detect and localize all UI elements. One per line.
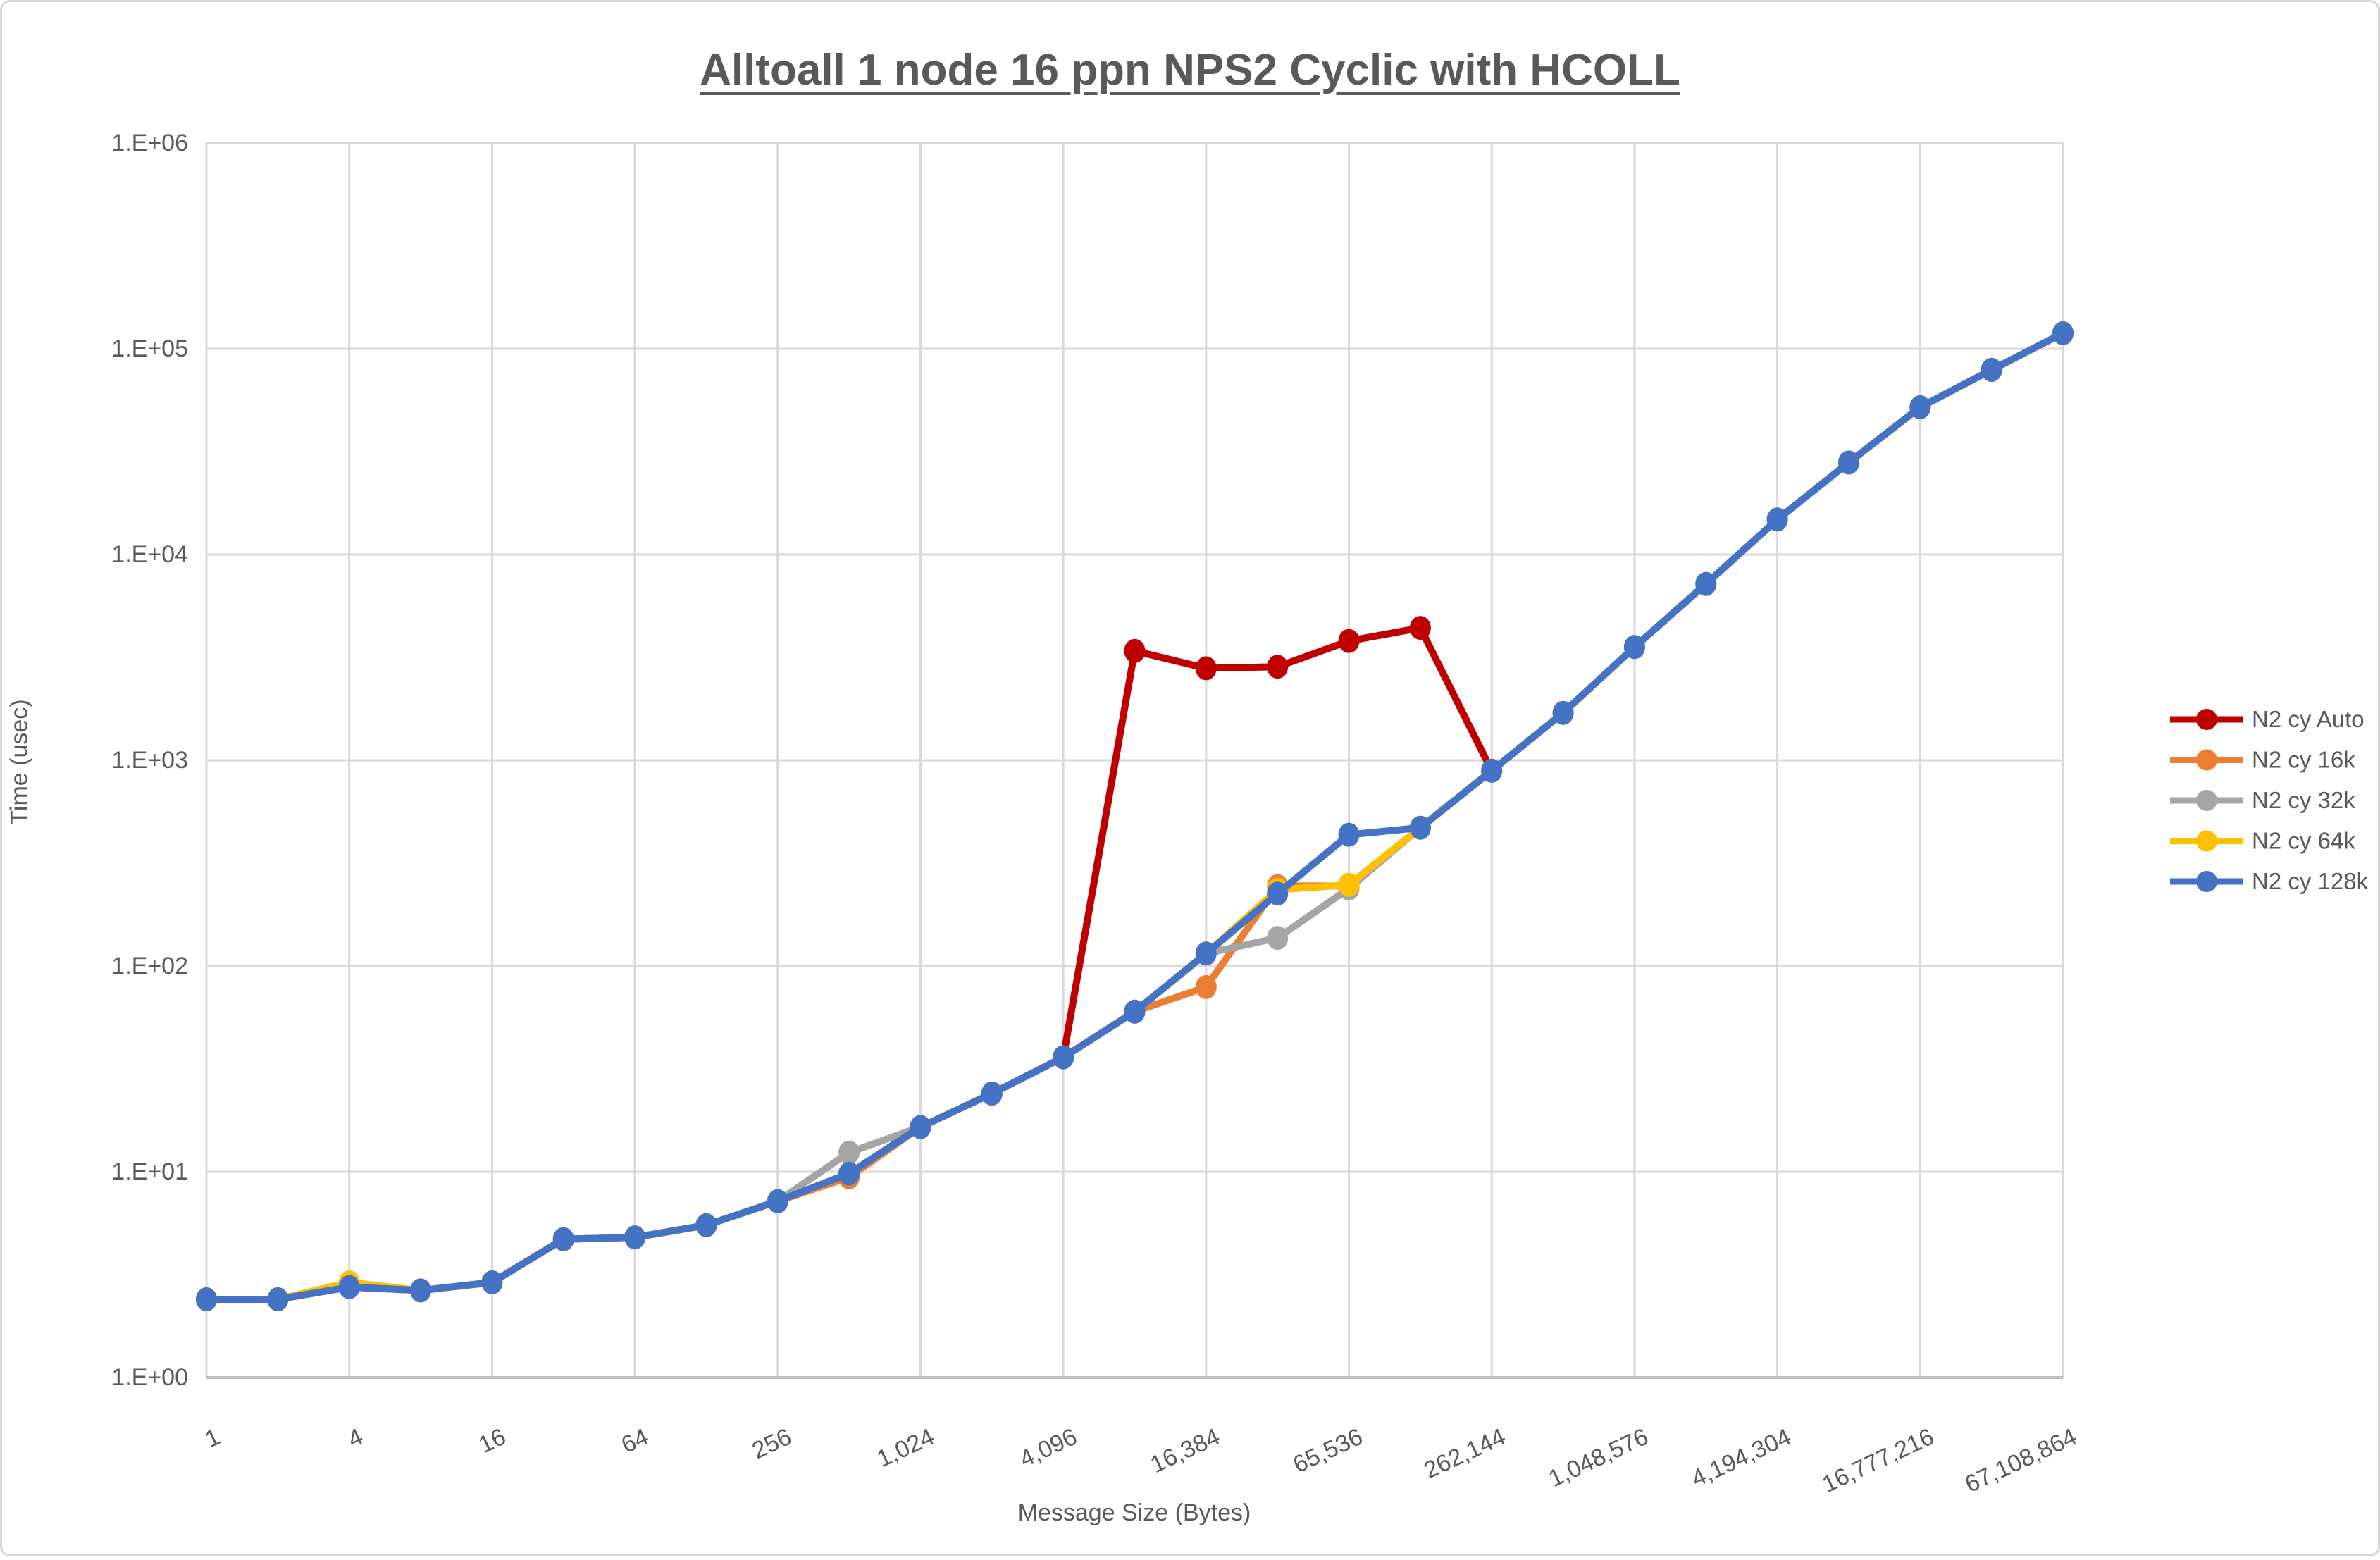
legend-marker-icon: [2196, 709, 2217, 730]
series-point: [838, 1161, 860, 1186]
legend-item-n2-cy-16k[interactable]: N2 cy 16k: [2170, 747, 2355, 773]
y-tick-labels: 1.E+00 1.E+01 1.E+02 1.E+03 1.E+04 1.E+05 1.E+…: [111, 130, 188, 1391]
series-point: [1267, 655, 1289, 679]
gridlines: [205, 142, 2064, 1379]
series-point: [1409, 616, 1431, 640]
series-point: [196, 1287, 217, 1311]
series-n2-cy-128k: [196, 321, 2074, 1311]
series-point: [981, 1082, 1003, 1106]
series-point: [1195, 941, 1217, 966]
legend-label: N2 cy 16k: [2252, 747, 2355, 773]
legend-label: N2 cy 32k: [2252, 787, 2355, 813]
y-tick-label: 1.E+04: [111, 541, 188, 568]
series-point: [838, 1140, 860, 1165]
legend-item-n2-cy-auto[interactable]: N2 cy Auto: [2170, 706, 2364, 732]
legend-marker-icon: [2196, 790, 2217, 811]
series-point: [1838, 450, 1859, 475]
y-tick-label: 1.E+03: [111, 747, 188, 774]
legend-item-n2-cy-128k[interactable]: N2 cy 128k: [2170, 868, 2369, 894]
series-point: [2052, 321, 2074, 345]
chart-title: Alltoall 1 node 16 ppn NPS2 Cyclic with …: [700, 45, 1680, 94]
series-point: [1338, 629, 1360, 653]
series-point: [1623, 635, 1645, 660]
series-point: [910, 1115, 931, 1139]
series-point: [695, 1213, 717, 1237]
series-point: [1195, 974, 1217, 999]
legend-label: N2 cy 64k: [2252, 828, 2355, 854]
y-tick-label: 1.E+06: [111, 130, 188, 156]
series-point: [481, 1270, 503, 1294]
series-point: [1338, 872, 1360, 897]
y-tick-label: 1.E+01: [111, 1158, 188, 1185]
series-point: [552, 1227, 574, 1251]
series-point: [1338, 822, 1360, 847]
series-point: [1053, 1045, 1074, 1070]
series-point: [1695, 571, 1717, 596]
series-point: [767, 1189, 788, 1213]
series-point: [1552, 700, 1574, 725]
series-point: [338, 1275, 360, 1299]
y-axis-title: Time (usec): [6, 699, 33, 825]
series-point: [1481, 758, 1503, 783]
series-point: [624, 1225, 646, 1250]
series-point: [1195, 656, 1217, 681]
legend-marker-icon: [2196, 830, 2217, 852]
series-point: [267, 1287, 289, 1311]
series-point: [1909, 395, 1931, 419]
legend-item-n2-cy-32k[interactable]: N2 cy 32k: [2170, 787, 2355, 813]
legend: N2 cy Auto N2 cy 16k N2 cy 32k N2 cy 64k N2 …: [2170, 706, 2369, 894]
legend-item-n2-cy-64k[interactable]: N2 cy 64k: [2170, 828, 2355, 854]
series-point: [1409, 815, 1431, 840]
x-axis-title: Message Size (Bytes): [1017, 1499, 1251, 1526]
series-point: [1124, 999, 1146, 1024]
y-tick-label: 1.E+00: [111, 1364, 188, 1391]
series-point: [1766, 507, 1788, 532]
legend-marker-icon: [2196, 871, 2217, 892]
legend-label: N2 cy Auto: [2252, 706, 2364, 732]
y-tick-label: 1.E+02: [111, 953, 188, 979]
series-point: [1267, 926, 1289, 951]
series-point: [410, 1278, 431, 1303]
series-point: [1981, 357, 2002, 382]
y-tick-label: 1.E+05: [111, 335, 188, 362]
series-point: [1124, 638, 1146, 663]
series-point: [1267, 881, 1289, 906]
legend-marker-icon: [2196, 749, 2217, 771]
legend-label: N2 cy 128k: [2252, 868, 2369, 894]
